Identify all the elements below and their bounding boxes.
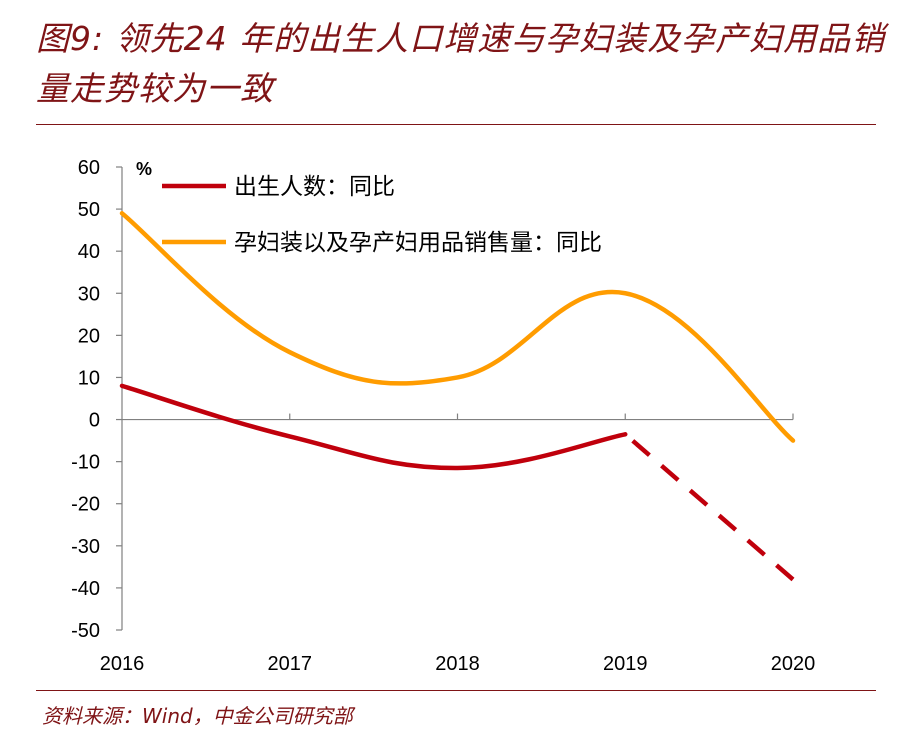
x-tick-label: 2020 xyxy=(771,653,816,675)
series-line-birth xyxy=(119,383,628,471)
footer-divider xyxy=(36,690,876,691)
x-axis: 2016 2017 2018 2019 2020 xyxy=(100,413,816,675)
y-tick-label: 20 xyxy=(78,325,100,347)
source-note: 资料来源：Wind，中金公司研究部 xyxy=(42,704,353,728)
y-unit-label: % xyxy=(136,159,152,179)
title-divider xyxy=(36,124,876,125)
x-tick-label: 2016 xyxy=(100,653,145,675)
y-tick-label: -20 xyxy=(71,494,100,516)
y-tick-label: 0 xyxy=(89,410,100,432)
series-line-birth-forecast xyxy=(623,432,795,582)
y-tick-label: -30 xyxy=(71,536,100,558)
y-tick-label: 40 xyxy=(78,241,100,263)
y-tick-label: 30 xyxy=(78,283,100,305)
x-tick-label: 2019 xyxy=(603,653,648,675)
legend-label-maternity: 孕妇装以及孕产妇用品销售量：同比 xyxy=(234,230,602,256)
y-tick-label: -40 xyxy=(71,578,100,600)
y-tick-label: 60 xyxy=(78,157,100,179)
chart-title: 图9: 领先24 年的出生人口增速与孕妇装及孕产妇用品销量走势较为一致 xyxy=(36,19,886,108)
y-tick-label: -50 xyxy=(71,620,100,642)
series-line-maternity xyxy=(119,211,796,443)
y-tick-label: 50 xyxy=(78,199,100,221)
x-tick-label: 2017 xyxy=(268,653,313,675)
legend-label-birth: 出生人数：同比 xyxy=(234,174,395,200)
y-axis: 60 50 40 30 20 10 0 -10 -20 -30 -40 -50% xyxy=(71,157,152,642)
x-tick-label: 2018 xyxy=(435,653,480,675)
series-layer xyxy=(119,211,796,582)
y-tick-label: 10 xyxy=(78,367,100,389)
y-tick-label: -10 xyxy=(71,452,100,474)
